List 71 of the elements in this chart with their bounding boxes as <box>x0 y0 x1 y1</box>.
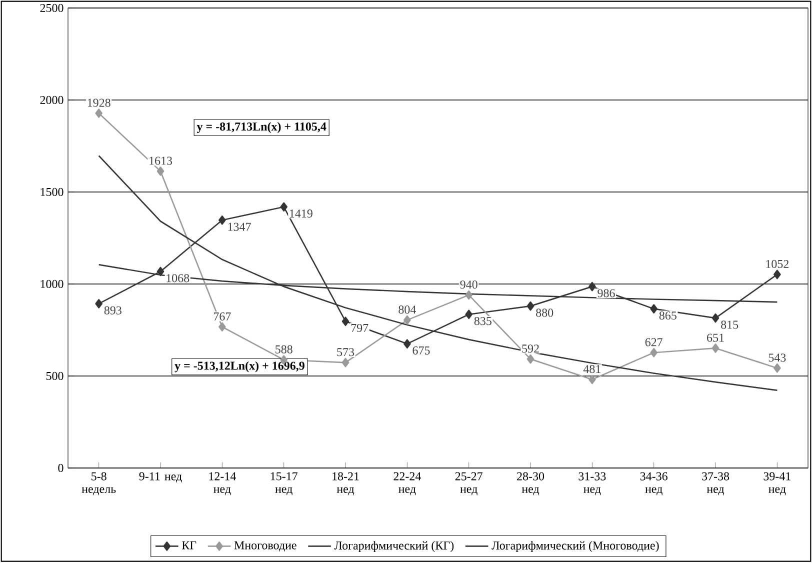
data-label: 815 <box>721 320 738 329</box>
data-label: 865 <box>659 312 676 320</box>
data-label: 797 <box>351 324 368 332</box>
point <box>526 354 534 364</box>
x-tick-label: 9-11 нед <box>139 472 182 483</box>
point <box>280 202 288 212</box>
x-tick-label: 5-8 недель <box>82 472 116 496</box>
x-tick-label: 15-17 нед <box>270 472 298 496</box>
data-label: 1068 <box>166 274 190 282</box>
point <box>712 344 720 354</box>
data-label: 880 <box>536 308 554 317</box>
data-label: 543 <box>768 354 786 362</box>
point <box>404 339 411 349</box>
data-label: 893 <box>104 306 122 315</box>
data-label: 986 <box>598 289 615 298</box>
y-tick-label: 1500 <box>40 188 64 196</box>
data-label: 1347 <box>228 222 251 232</box>
x-tick-label: 18-21 нед <box>332 472 359 496</box>
legend-label: Многоводие <box>234 542 296 552</box>
point <box>465 310 473 320</box>
x-tick-label: 37-38 нед <box>702 472 730 496</box>
point <box>342 358 350 368</box>
data-label: 592 <box>522 344 539 353</box>
annotation: y = -81,713Ln(x) + 1105,4 <box>196 122 326 134</box>
point <box>465 290 473 300</box>
point <box>95 108 103 118</box>
point <box>712 314 720 323</box>
point <box>218 322 226 332</box>
data-label: 588 <box>276 345 292 354</box>
x-tick-label: 34-36 нед <box>640 472 668 496</box>
point <box>526 302 534 311</box>
y-tick-label: 2500 <box>40 4 64 12</box>
data-label: 835 <box>474 317 492 326</box>
x-tick-label: 22-24 нед <box>394 472 421 496</box>
y-tick-label: 2000 <box>40 96 64 104</box>
point <box>588 374 596 384</box>
legend-label: Логарифмический (Многоводие) <box>492 541 659 552</box>
y-tick-label: 1000 <box>40 280 64 288</box>
x-tick-label: 31-33 нед <box>578 472 606 496</box>
data-label: 1928 <box>88 98 110 108</box>
data-label: 573 <box>337 348 354 356</box>
point <box>774 270 781 280</box>
point <box>650 348 658 358</box>
x-tick-label: 12-14 нед <box>209 472 236 496</box>
data-label: 940 <box>460 280 478 289</box>
annotation: y = -513,12Ln(x) + 1696,9 <box>174 362 304 372</box>
point <box>774 364 781 373</box>
x-tick-label: 39-41 нед <box>764 472 790 496</box>
data-label: 1052 <box>766 260 789 268</box>
x-tick-label: 25-27 нед <box>455 472 482 496</box>
data-label: 1613 <box>150 156 172 165</box>
data-label: 767 <box>214 312 231 321</box>
point <box>342 316 350 326</box>
legend-label: КГ <box>182 542 196 550</box>
data-label: 675 <box>412 346 430 355</box>
point <box>95 299 103 309</box>
x-tick-label: 28-30 нед <box>517 472 544 496</box>
point <box>156 266 164 276</box>
point <box>588 282 596 292</box>
point <box>156 166 164 176</box>
point <box>404 316 411 325</box>
y-tick-label: 0 <box>58 464 64 472</box>
point <box>218 216 226 225</box>
data-label: 804 <box>398 306 416 314</box>
data-label: 651 <box>707 334 724 342</box>
data-label: 481 <box>583 365 600 374</box>
legend-label: Логарифмический (КГ) <box>334 541 454 552</box>
point <box>650 304 658 314</box>
data-label: 627 <box>645 338 662 346</box>
y-tick-label: 500 <box>46 372 64 380</box>
data-label: 1419 <box>290 210 312 218</box>
